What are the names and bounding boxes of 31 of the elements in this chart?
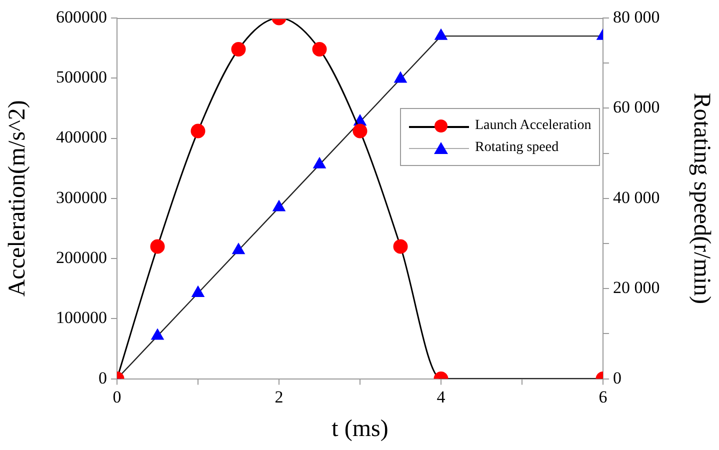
point	[272, 200, 286, 212]
point	[312, 42, 327, 57]
y2-tick-label: 40 000	[613, 188, 660, 207]
x-axis-title: t (ms)	[332, 416, 388, 442]
x-tick-label: 2	[274, 387, 284, 406]
point	[151, 328, 164, 340]
point	[434, 28, 448, 40]
point	[313, 157, 326, 168]
point	[352, 124, 368, 138]
y-tick-label: 100000	[56, 308, 107, 328]
y-tick-label: 300000	[56, 188, 107, 207]
y-tick-label: 500000	[56, 68, 107, 87]
x-tick-label: 6	[598, 387, 608, 406]
point	[232, 243, 245, 254]
legend-label: Rotating speed	[475, 140, 559, 156]
y-tick-label: 600000	[56, 7, 107, 26]
y2-tick-label: 0	[613, 368, 622, 388]
y-tick-label: 400000	[56, 128, 107, 147]
point	[192, 286, 204, 297]
legend-label: Launch Acceleration	[475, 118, 592, 134]
y2-tick-label: 80 000	[613, 7, 660, 26]
x-tick-label: 0	[112, 387, 122, 406]
y2-axis-title: Rotating speed(r/min)	[688, 92, 714, 304]
y2-tick-label: 20 000	[613, 278, 660, 298]
y-axis-title: Acceleration(m/s^2)	[4, 100, 31, 297]
y2-tick-label: 60 000	[613, 98, 660, 117]
point	[231, 42, 246, 57]
point	[394, 72, 407, 83]
y-tick-label: 0	[98, 368, 107, 388]
x-tick-label: 4	[436, 387, 446, 406]
y-tick-label: 200000	[56, 248, 107, 267]
